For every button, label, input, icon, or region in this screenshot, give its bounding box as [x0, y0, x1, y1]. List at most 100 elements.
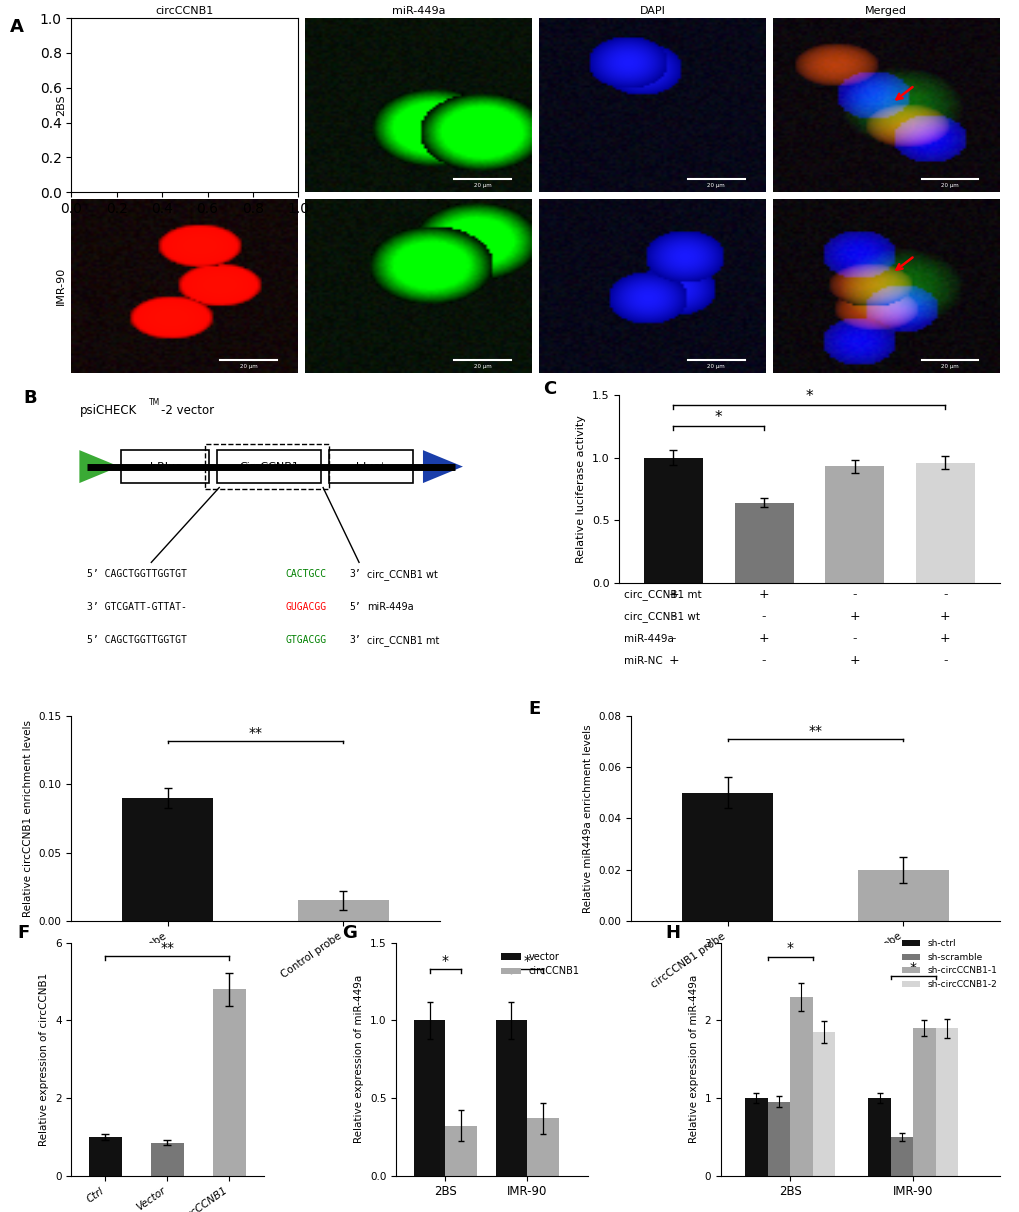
- Bar: [790, 997, 812, 1176]
- Bar: [890, 1137, 912, 1176]
- Text: 20 μm: 20 μm: [239, 364, 258, 368]
- Text: miR-NC: miR-NC: [623, 656, 661, 665]
- Bar: [643, 458, 702, 583]
- Bar: [824, 467, 883, 583]
- Text: +: +: [940, 633, 950, 645]
- Polygon shape: [79, 450, 119, 484]
- Y-axis label: Relative luciferase activity: Relative luciferase activity: [576, 415, 586, 562]
- Legend: sh-ctrl, sh-scramble, sh-circCCNB1-1, sh-circCCNB1-2: sh-ctrl, sh-scramble, sh-circCCNB1-1, sh…: [898, 936, 1000, 993]
- Text: 20 μm: 20 μm: [706, 183, 725, 188]
- Text: GUGACGG: GUGACGG: [285, 602, 326, 612]
- Text: -: -: [852, 588, 856, 601]
- Polygon shape: [423, 450, 463, 484]
- Text: **: **: [249, 726, 262, 739]
- Text: -: -: [671, 610, 675, 623]
- Text: +: +: [758, 588, 768, 601]
- Y-axis label: 2BS: 2BS: [56, 95, 66, 116]
- Title: miR-449a: miR-449a: [391, 6, 445, 16]
- Bar: [915, 463, 974, 583]
- FancyBboxPatch shape: [121, 450, 209, 484]
- Text: +: +: [849, 654, 859, 668]
- Text: 5’: 5’: [348, 602, 361, 612]
- Text: circ_CCNB1 mt: circ_CCNB1 mt: [367, 635, 439, 646]
- Text: -: -: [671, 633, 675, 645]
- Y-axis label: Relative expression of miR-449a: Relative expression of miR-449a: [354, 976, 364, 1143]
- Text: 20 μm: 20 μm: [239, 183, 258, 188]
- Bar: [298, 901, 388, 921]
- Text: +: +: [849, 610, 859, 623]
- Text: **: **: [808, 724, 821, 738]
- Bar: [682, 793, 772, 921]
- Bar: [495, 1021, 527, 1176]
- Bar: [151, 1143, 183, 1176]
- Text: B: B: [23, 389, 37, 407]
- Text: 5’ CAGCTGGTTGGTGT: 5’ CAGCTGGTTGGTGT: [88, 570, 187, 579]
- Text: miR-449a: miR-449a: [367, 602, 414, 612]
- Text: 3’: 3’: [348, 570, 361, 579]
- Title: circCCNB1: circCCNB1: [156, 6, 214, 16]
- Text: **: **: [160, 941, 174, 955]
- Bar: [745, 1098, 767, 1176]
- Text: *: *: [786, 942, 793, 955]
- Bar: [213, 989, 246, 1176]
- Y-axis label: IMR-90: IMR-90: [56, 267, 66, 305]
- Text: 20 μm: 20 μm: [941, 364, 958, 368]
- Text: psiCHECK: psiCHECK: [79, 404, 137, 417]
- Text: *: *: [714, 410, 721, 425]
- Bar: [767, 1102, 790, 1176]
- Text: -: -: [761, 654, 765, 668]
- Text: *: *: [909, 961, 916, 974]
- Text: -: -: [761, 610, 765, 623]
- Text: 20 μm: 20 μm: [473, 183, 491, 188]
- Text: circ_CCNB1 wt: circ_CCNB1 wt: [623, 611, 699, 622]
- Text: 20 μm: 20 μm: [941, 183, 958, 188]
- Text: C: C: [542, 379, 555, 398]
- Text: CircCCNB1: CircCCNB1: [239, 462, 299, 471]
- Bar: [867, 1098, 890, 1176]
- Text: GTGACGG: GTGACGG: [285, 635, 326, 645]
- Bar: [857, 870, 948, 921]
- Bar: [912, 1028, 934, 1176]
- Text: H: H: [664, 925, 680, 942]
- Text: TM: TM: [149, 399, 160, 407]
- Y-axis label: Relative miR449a enrichment levels: Relative miR449a enrichment levels: [583, 724, 592, 913]
- FancyBboxPatch shape: [217, 450, 321, 484]
- Text: hluc⁺: hluc⁺: [356, 462, 385, 471]
- Text: *: *: [805, 389, 812, 404]
- Text: G: G: [342, 925, 357, 942]
- Text: circ_CCNB1 mt: circ_CCNB1 mt: [623, 589, 701, 600]
- FancyBboxPatch shape: [329, 450, 413, 484]
- Y-axis label: Relative expression of circCCNB1: Relative expression of circCCNB1: [40, 972, 50, 1145]
- Text: -: -: [852, 633, 856, 645]
- Bar: [527, 1119, 558, 1176]
- Text: 3’: 3’: [348, 635, 361, 645]
- Text: -: -: [943, 588, 947, 601]
- Text: circ_CCNB1 wt: circ_CCNB1 wt: [367, 568, 437, 579]
- Bar: [122, 797, 213, 921]
- Title: Merged: Merged: [864, 6, 906, 16]
- Text: +: +: [667, 588, 678, 601]
- Text: +: +: [758, 633, 768, 645]
- Text: hRluc: hRluc: [150, 462, 180, 471]
- Text: CACTGCC: CACTGCC: [285, 570, 326, 579]
- Bar: [414, 1021, 445, 1176]
- Bar: [90, 1137, 121, 1176]
- Text: 20 μm: 20 μm: [706, 364, 725, 368]
- Text: miR-449a: miR-449a: [623, 634, 673, 644]
- Text: +: +: [667, 654, 678, 668]
- Text: 20 μm: 20 μm: [473, 364, 491, 368]
- Title: DAPI: DAPI: [639, 6, 664, 16]
- Bar: [934, 1028, 957, 1176]
- Text: +: +: [940, 610, 950, 623]
- Bar: [734, 503, 793, 583]
- Text: 3’ GTCGATT-GTTAT-: 3’ GTCGATT-GTTAT-: [88, 602, 187, 612]
- Text: F: F: [17, 925, 30, 942]
- Y-axis label: Relative expression of miR-449a: Relative expression of miR-449a: [689, 976, 698, 1143]
- Text: -2 vector: -2 vector: [161, 404, 214, 417]
- Bar: [445, 1126, 477, 1176]
- Text: *: *: [441, 954, 448, 967]
- Text: A: A: [10, 18, 24, 36]
- Text: E: E: [528, 699, 540, 718]
- Text: *: *: [524, 954, 530, 967]
- Text: 5’ CAGCTGGTTGGTGT: 5’ CAGCTGGTTGGTGT: [88, 635, 187, 645]
